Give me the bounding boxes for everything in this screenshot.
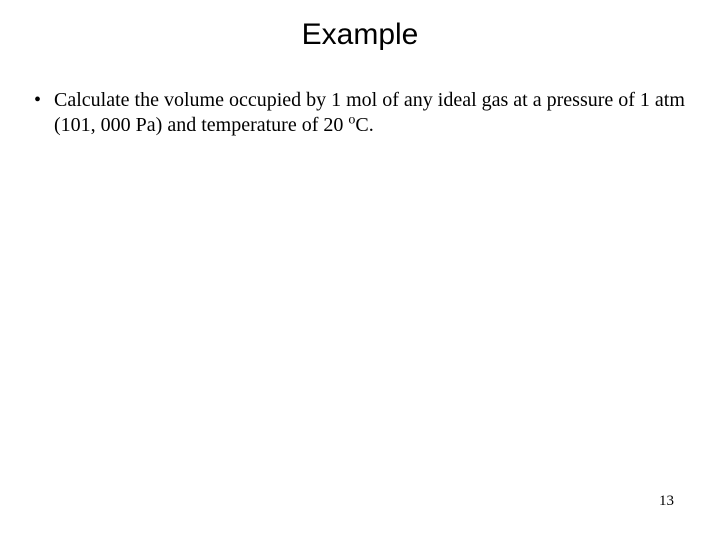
slide-title: Example bbox=[0, 18, 720, 52]
bullet-text: Calculate the volume occupied by 1 mol o… bbox=[54, 88, 686, 138]
bullet-item: • Calculate the volume occupied by 1 mol… bbox=[34, 88, 686, 138]
slide: Example • Calculate the volume occupied … bbox=[0, 0, 720, 540]
page-number: 13 bbox=[659, 493, 674, 510]
bullet-text-post: C. bbox=[355, 114, 373, 136]
bullet-marker: • bbox=[34, 88, 54, 113]
slide-body: • Calculate the volume occupied by 1 mol… bbox=[34, 88, 686, 138]
